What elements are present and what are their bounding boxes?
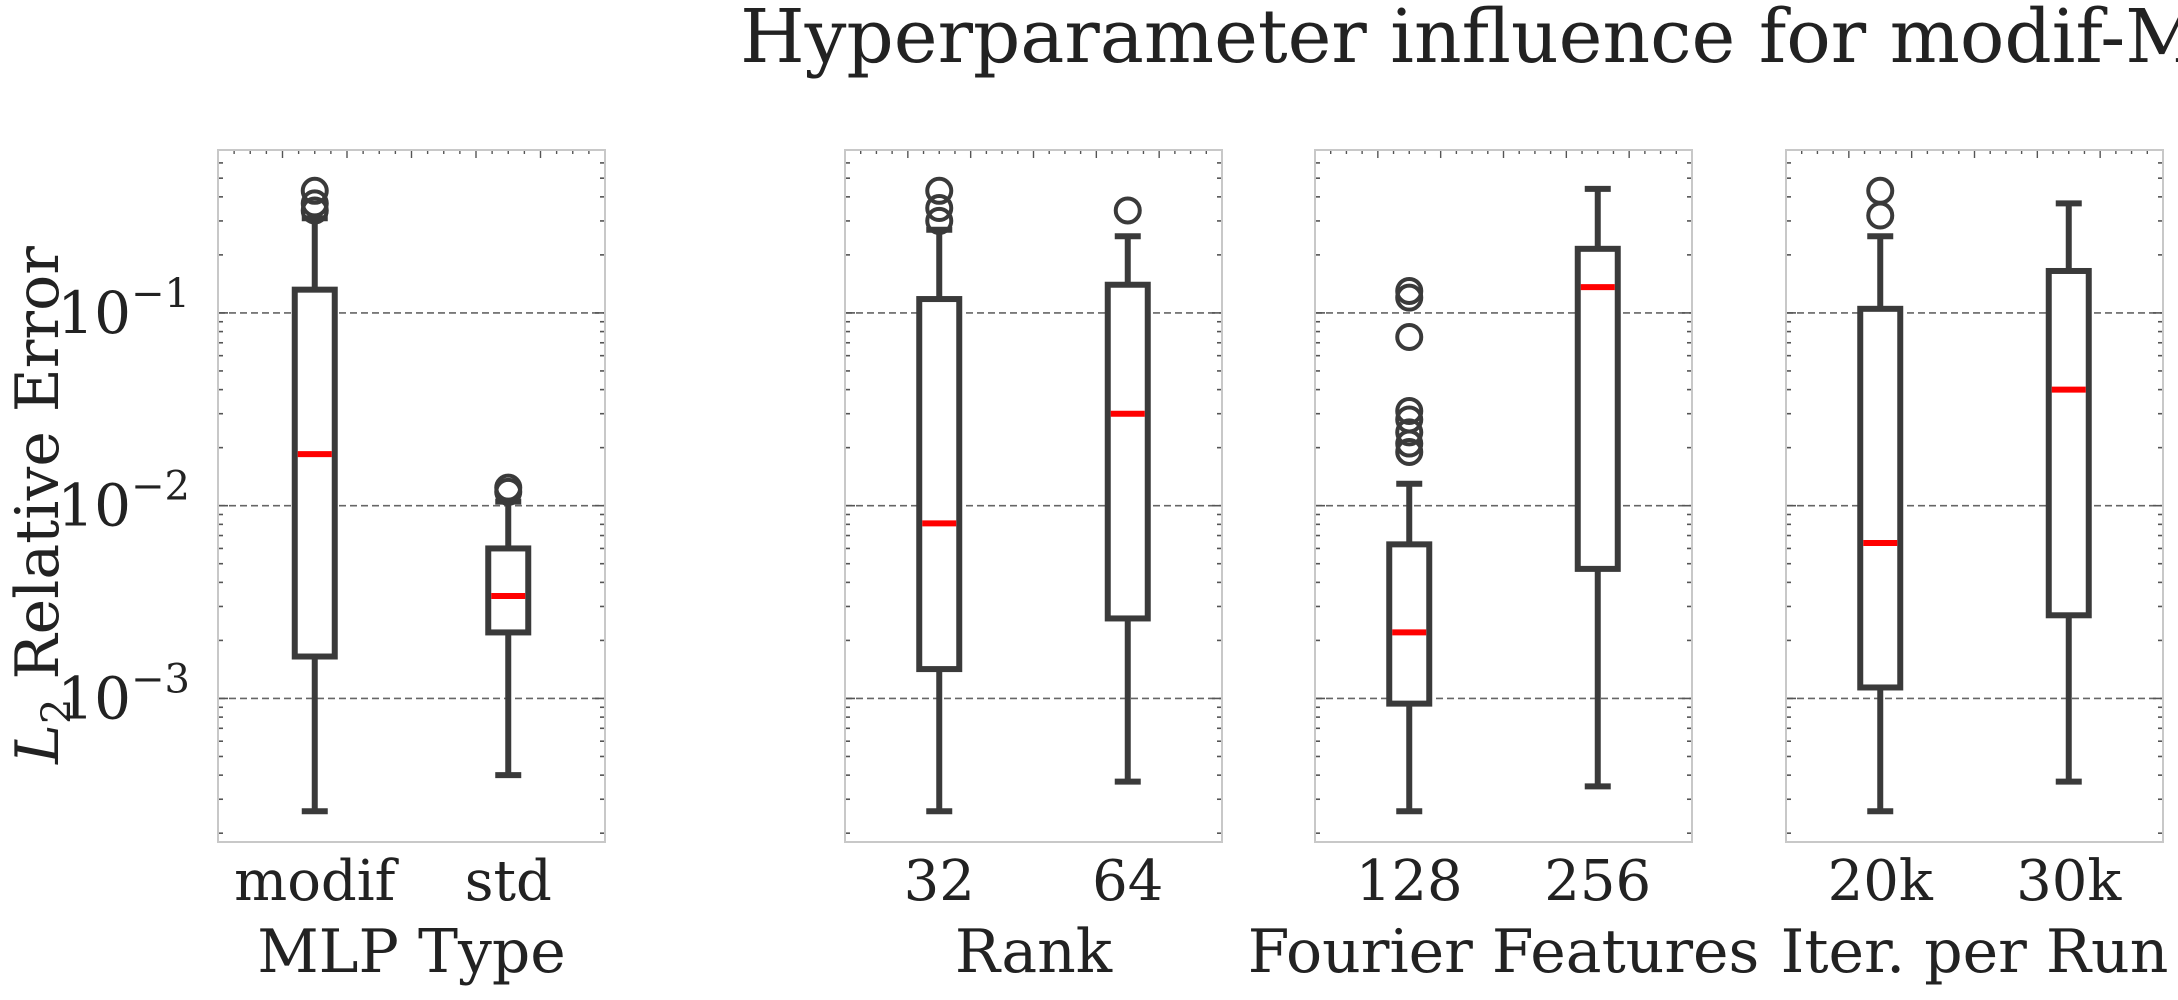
x-axis-label: Fourier Features <box>1248 917 1760 987</box>
y-axis-label-main: L <box>3 724 73 765</box>
x-tick-label: modif <box>234 849 400 914</box>
box-iqr <box>2045 267 2092 619</box>
x-tick-label: 32 <box>904 849 975 914</box>
y-axis-label-rest: Relative Error <box>3 246 73 699</box>
panel-frame <box>217 149 606 843</box>
outlier-point <box>925 176 954 205</box>
outlier-point <box>300 176 329 205</box>
outlier-point <box>1113 196 1142 225</box>
box-iqr <box>1574 245 1621 572</box>
outlier-point <box>494 473 523 502</box>
box-256 <box>1574 185 1621 790</box>
y-axis-label: L2 Relative Error <box>3 246 80 765</box>
outlier-point <box>1395 396 1424 425</box>
box-64 <box>1104 196 1151 785</box>
y-tick-label: 10−3 <box>57 656 190 732</box>
outlier-point <box>925 194 954 223</box>
outlier-point <box>1395 322 1424 351</box>
panel-frame <box>844 149 1223 843</box>
box-128 <box>1386 276 1433 815</box>
x-tick-label: 30k <box>2016 849 2122 914</box>
box-iqr <box>916 296 963 673</box>
y-axis-ticks: 10−1 10−2 10−3 <box>57 271 190 733</box>
box-20k <box>1857 176 1904 815</box>
outlier-point <box>1395 437 1424 466</box>
panel-frame <box>1785 149 2164 843</box>
box-modif <box>291 176 338 815</box>
x-axis-label: MLP Type <box>257 917 566 987</box>
outlier-point <box>1866 176 1895 205</box>
y-tick-label: 10−1 <box>57 271 190 347</box>
x-tick-label: 256 <box>1544 849 1651 914</box>
box-iqr <box>1857 305 1904 691</box>
x-tick-label: 64 <box>1092 849 1163 914</box>
x-axis-label: Rank <box>955 917 1113 987</box>
panel-frame <box>1314 149 1693 843</box>
x-tick-label: 128 <box>1356 849 1463 914</box>
x-tick-label: std <box>465 849 552 914</box>
x-axis-label: Iter. per Run <box>1781 917 2169 987</box>
box-30k <box>2045 200 2092 785</box>
box-iqr <box>485 545 532 636</box>
outlier-point <box>1395 405 1424 434</box>
svg-text:L2 Relative Error: L2 Relative Error <box>3 246 80 765</box>
box-std <box>485 473 532 779</box>
outlier-point <box>1395 418 1424 447</box>
box-iqr <box>1386 541 1433 707</box>
box-iqr <box>291 286 338 660</box>
box-32 <box>916 176 963 815</box>
outlier-point <box>1866 201 1895 230</box>
outlier-point <box>300 189 329 218</box>
outlier-point <box>1395 276 1424 305</box>
y-tick-label: 10−2 <box>57 464 190 540</box>
x-tick-label: 20k <box>1828 849 1934 914</box>
outlier-point <box>925 206 954 235</box>
y-axis-label-subscript: 2 <box>34 699 80 724</box>
chart-title: Hyperparameter influence for modif-MLP <box>740 0 2178 80</box>
box-iqr <box>1104 281 1151 622</box>
